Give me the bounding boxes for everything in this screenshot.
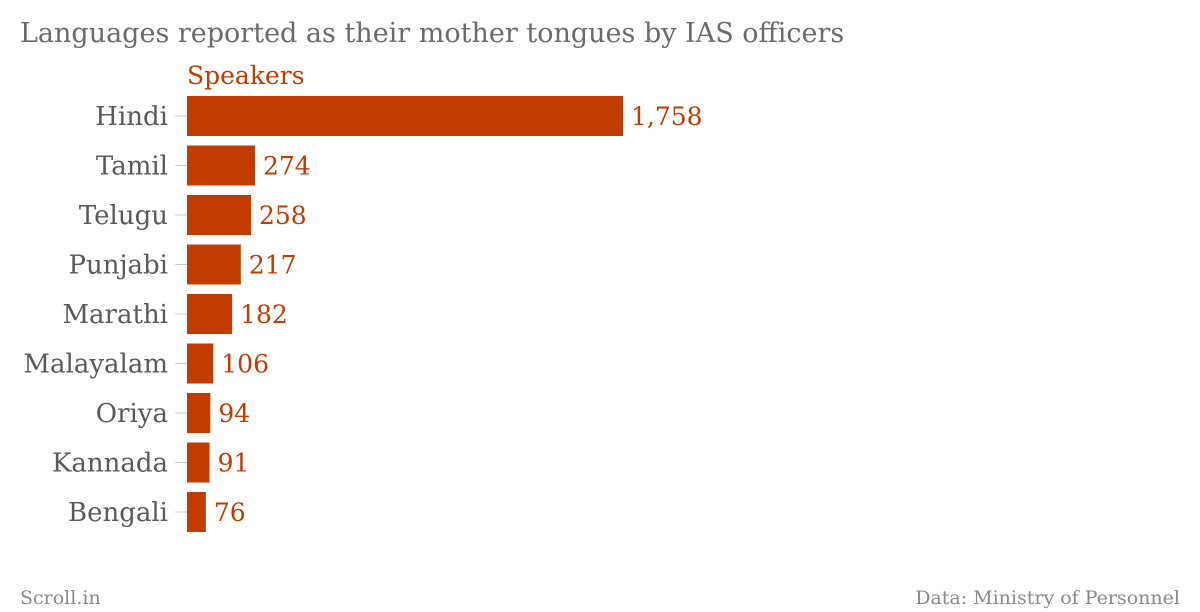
category-label: Oriya [96, 399, 168, 429]
category-label: Kannada [52, 449, 168, 479]
chart-title: Languages reported as their mother tongu… [20, 18, 844, 49]
bar-tamil [187, 145, 255, 186]
bar-punjabi [187, 244, 241, 285]
category-label: Malayalam [23, 350, 168, 380]
value-labels: 1,758 274 258 217 182 106 94 91 76 [214, 102, 703, 527]
bar-telugu [187, 195, 251, 235]
axis-ticks [175, 115, 187, 513]
value-label: 76 [214, 498, 246, 527]
value-label: 258 [259, 201, 307, 230]
category-label: Bengali [68, 498, 168, 528]
value-label: 217 [249, 251, 297, 280]
value-label: 106 [221, 350, 269, 379]
bar-bengali [187, 492, 206, 532]
category-label: Telugu [79, 201, 168, 231]
value-label: 182 [240, 300, 288, 329]
value-label: 274 [263, 152, 311, 181]
bars-group [187, 96, 623, 532]
bar-kannada [187, 442, 210, 483]
category-label: Tamil [96, 152, 168, 182]
category-label: Hindi [95, 102, 168, 132]
category-label: Marathi [62, 300, 168, 330]
value-label: 94 [218, 399, 250, 428]
bar-marathi [187, 294, 233, 334]
bar-malayalam [187, 343, 214, 384]
category-labels: Hindi Tamil Telugu Punjabi Marathi Malayalam O… [23, 102, 168, 528]
value-label: 91 [218, 449, 250, 478]
bar-hindi [187, 96, 623, 136]
category-label: Punjabi [68, 251, 168, 281]
footer-source-right: Data: Ministry of Personnel [915, 587, 1180, 609]
series-label: Speakers [187, 61, 305, 90]
footer-source-left: Scroll.in [20, 587, 101, 609]
value-label: 1,758 [631, 102, 703, 131]
bar-oriya [187, 393, 211, 433]
